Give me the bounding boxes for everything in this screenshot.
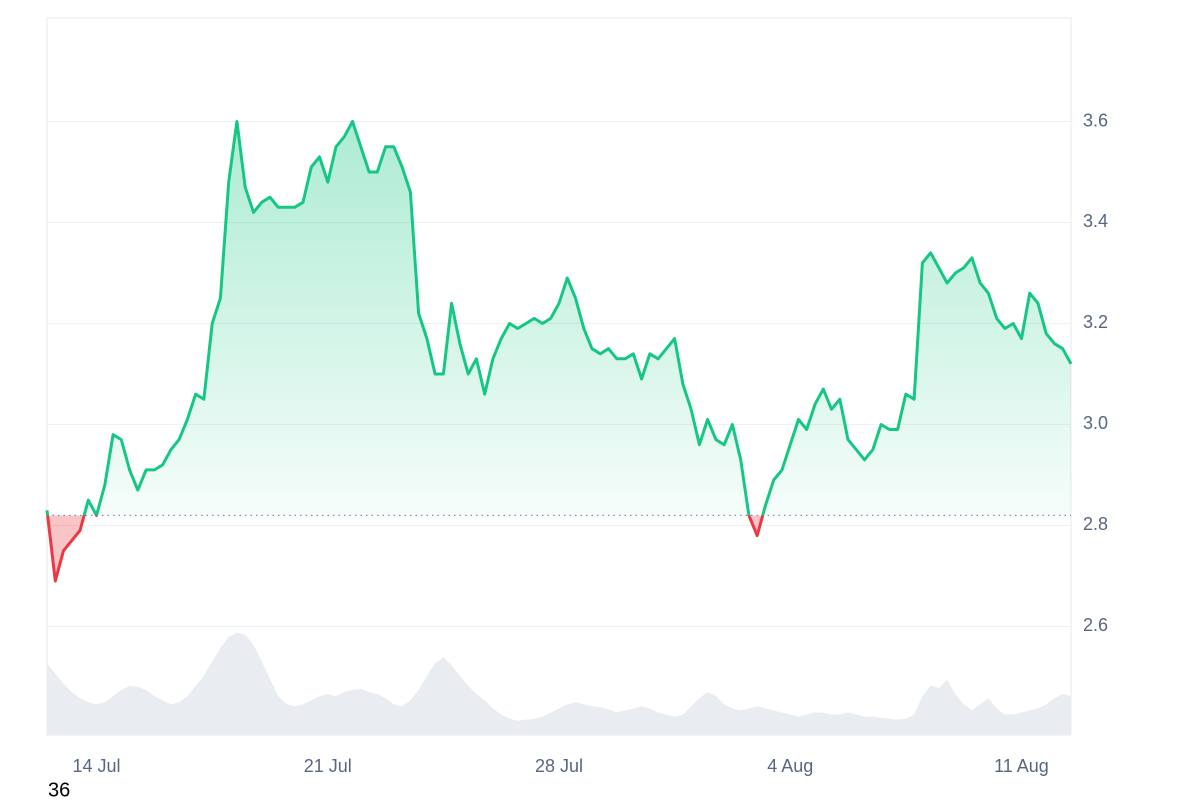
y-tick-label: 2.8 bbox=[1083, 514, 1108, 534]
price-area bbox=[47, 121, 1071, 581]
y-tick-label: 2.6 bbox=[1083, 615, 1108, 635]
x-tick-label: 14 Jul bbox=[73, 756, 121, 776]
x-tick-label: 11 Aug bbox=[994, 756, 1049, 776]
price-line bbox=[45, 120, 1073, 583]
y-tick-label: 3.0 bbox=[1083, 413, 1108, 433]
y-tick-label: 3.2 bbox=[1083, 312, 1108, 332]
y-tick-label: 3.6 bbox=[1083, 110, 1108, 130]
y-tick-label: 3.4 bbox=[1083, 211, 1108, 231]
volume-area bbox=[47, 632, 1071, 735]
x-tick-label: 28 Jul bbox=[535, 756, 583, 776]
x-tick-label: 21 Jul bbox=[304, 756, 352, 776]
x-tick-label: 4 Aug bbox=[767, 756, 813, 776]
footer-text: 36 bbox=[48, 779, 70, 800]
